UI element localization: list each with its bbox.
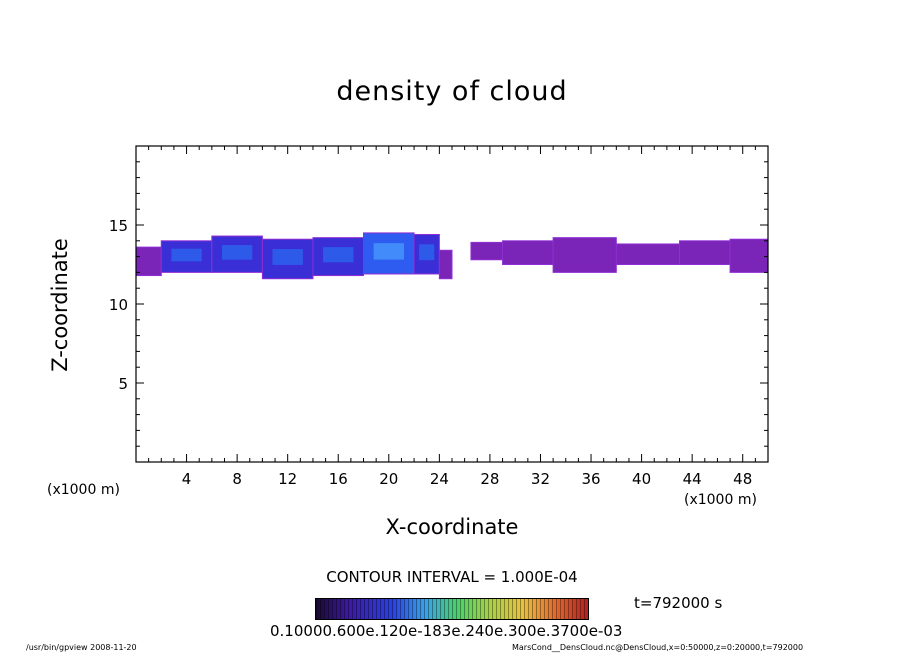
x-tick-label: 28 — [480, 470, 499, 488]
cloud-core-7 — [419, 244, 435, 261]
x-tick-label: 36 — [581, 470, 600, 488]
cloud-core-4 — [272, 249, 303, 265]
x-unit-label-left: (x1000 m) — [47, 482, 120, 498]
footer-program-date: /usr/bin/gpview 2008-11-20 — [26, 643, 137, 652]
colorbar-labels: 0.10000.600e.120e-183e.240e.300e.3700e-0… — [270, 622, 623, 640]
x-tick-label: 44 — [683, 470, 702, 488]
cloud-core-2 — [171, 248, 202, 262]
cloud-core-5 — [323, 247, 354, 263]
y-axis-label: Z-coordinate — [48, 238, 72, 372]
cloud-region-11 — [552, 237, 617, 273]
x-tick-label: 24 — [430, 470, 449, 488]
cloud-region-8 — [438, 249, 453, 280]
x-tick-label: 4 — [182, 470, 192, 488]
cloud-region-9 — [470, 241, 504, 261]
chart-title: density of cloud — [336, 76, 568, 107]
x-unit-label-right: (x1000 m) — [684, 492, 757, 508]
plot-frame — [135, 145, 769, 463]
time-label: t=792000 s — [634, 594, 723, 612]
x-tick-label: 32 — [531, 470, 550, 488]
cloud-density-field — [135, 232, 769, 280]
colorbar — [315, 598, 589, 620]
y-tick-label: 10 — [109, 296, 128, 314]
x-tick-label: 48 — [733, 470, 752, 488]
cloud-region-14 — [729, 238, 769, 273]
axis-ticks — [135, 145, 769, 463]
x-tick-label: 8 — [232, 470, 242, 488]
cloud-region-12 — [615, 243, 681, 266]
y-tick-label: 15 — [109, 217, 128, 235]
x-tick-label: 40 — [632, 470, 651, 488]
x-tick-label: 12 — [278, 470, 297, 488]
cloud-region-13 — [679, 240, 731, 266]
cloud-core-6 — [373, 243, 404, 260]
y-tick-label: 5 — [118, 375, 128, 393]
cloud-core-3 — [221, 245, 253, 260]
contour-interval-label: CONTOUR INTERVAL = 1.000E-04 — [326, 568, 578, 586]
x-tick-label: 20 — [379, 470, 398, 488]
footer-data-source: MarsCond__DensCloud.nc@DensCloud,x=0:500… — [512, 643, 804, 652]
x-tick-label: 16 — [329, 470, 348, 488]
x-axis-label: X-coordinate — [385, 515, 519, 539]
cloud-region-1 — [135, 246, 162, 277]
cloud-region-10 — [502, 240, 554, 266]
